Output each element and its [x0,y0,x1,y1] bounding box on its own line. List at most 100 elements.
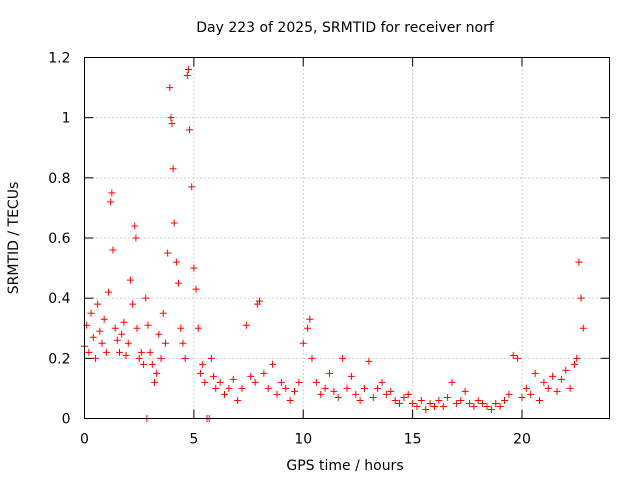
data-point [277,378,285,386]
data-point [247,372,255,380]
y-tick-label: 1.2 [48,51,70,67]
data-point [109,246,117,254]
data-point [120,318,128,326]
data-point [212,384,220,392]
data-point [282,384,290,392]
data-point [105,288,113,296]
data-point [518,393,526,401]
data-point [426,399,434,407]
data-point [549,372,557,380]
data-point [391,396,399,404]
data-point [91,354,99,362]
y-tick-label: 0.4 [48,291,70,307]
data-point [159,309,167,317]
data-point [140,360,148,368]
data-point [470,402,478,410]
data-point [413,402,421,410]
data-point [188,183,196,191]
data-point [474,396,482,404]
data-point [496,402,504,410]
data-point [167,114,175,122]
data-point [571,360,578,368]
data-point [169,165,177,173]
data-point [186,126,193,134]
plot-frame [84,57,610,419]
data-point [98,339,106,347]
data-point [131,222,139,230]
data-point [172,258,180,266]
data-point [452,399,460,407]
data-point [192,285,200,293]
data-points [81,66,587,422]
data-point [527,390,535,398]
data-point [457,396,465,404]
data-point [238,384,246,392]
tick-layer: 0 0.2 0.4 0.6 0.8 1 1.2 0 5 10 15 20 [48,51,610,448]
data-point [396,399,403,407]
data-point [107,198,115,206]
data-point [164,249,172,257]
y-tick-label: 0.8 [48,171,70,187]
data-point [505,390,513,398]
data-point [118,330,126,338]
data-point [181,354,189,362]
data-point [286,396,294,404]
data-point [170,219,178,227]
data-point [306,315,314,323]
data-point [113,336,121,344]
data-point [201,378,209,386]
data-point [194,324,202,332]
data-point [175,279,183,287]
data-point [85,348,93,356]
data-point [317,390,325,398]
data-point [400,393,408,401]
data-point [378,378,386,386]
data-point [216,378,224,386]
data-point [221,390,228,398]
data-point [183,72,191,80]
data-point [108,189,116,197]
data-point [509,351,517,359]
data-point [501,396,508,404]
data-point [566,384,574,392]
data-point [229,375,237,383]
data-point [251,378,259,386]
data-point [144,321,152,329]
data-point [514,354,522,362]
data-point [326,369,333,377]
x-tick-label: 20 [513,432,531,448]
data-point [479,399,487,407]
data-point [89,333,97,341]
data-point [199,360,207,368]
data-point [387,387,395,395]
data-point [448,378,456,386]
data-point [116,348,123,356]
data-point [321,384,329,392]
y-tick-label: 0.6 [48,231,70,247]
data-point [575,258,583,266]
data-point [184,66,192,74]
data-point [225,384,233,392]
data-point [295,378,303,386]
data-point [492,399,500,407]
x-tick-label: 5 [189,432,198,448]
data-point [148,360,156,368]
data-point [461,387,469,395]
data-point [129,300,137,308]
x-tick-label: 0 [80,432,89,448]
data-point [137,348,145,356]
data-point [133,324,141,332]
data-point [234,396,242,404]
data-point [190,264,198,272]
data-point [126,276,134,284]
data-point [210,372,218,380]
data-point [361,384,368,392]
grid-layer [84,57,610,419]
data-point [177,324,185,332]
data-point [260,369,268,377]
x-axis-label: GPS time / hours [286,458,403,474]
x-tick-label: 15 [404,432,422,448]
chart-title: Day 223 of 2025, SRMTID for receiver nor… [196,20,495,36]
